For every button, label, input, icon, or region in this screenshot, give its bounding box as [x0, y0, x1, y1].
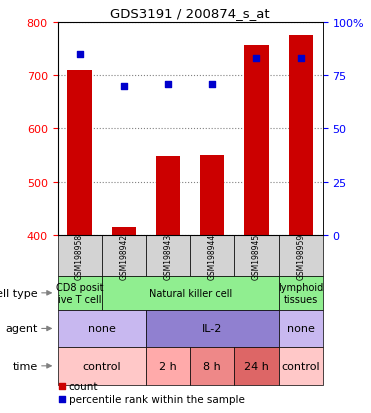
Point — [121, 83, 127, 90]
Point — [253, 56, 259, 62]
Text: Natural killer cell: Natural killer cell — [148, 288, 232, 298]
Bar — [146, 235, 190, 276]
Bar — [146, 310, 279, 347]
Text: none: none — [287, 324, 315, 334]
Text: 24 h: 24 h — [244, 361, 269, 371]
Text: CD8 posit
ive T cell: CD8 posit ive T cell — [56, 282, 104, 304]
Bar — [289, 36, 313, 235]
Text: control: control — [82, 361, 121, 371]
Bar — [58, 310, 146, 347]
Bar — [190, 235, 234, 276]
Point — [209, 81, 215, 88]
Bar — [200, 156, 224, 235]
Point — [77, 51, 83, 58]
Bar — [68, 71, 92, 235]
Point — [59, 383, 65, 390]
Bar — [112, 228, 136, 235]
Text: percentile rank within the sample: percentile rank within the sample — [69, 394, 244, 404]
Text: none: none — [88, 324, 116, 334]
Text: IL-2: IL-2 — [202, 324, 223, 334]
Bar — [244, 45, 269, 235]
Bar — [279, 276, 323, 310]
Point — [298, 56, 303, 62]
Text: GSM198945: GSM198945 — [252, 233, 261, 279]
Text: GSM198959: GSM198959 — [296, 233, 305, 279]
Text: count: count — [69, 381, 98, 392]
Bar — [234, 347, 279, 385]
Bar — [279, 310, 323, 347]
Bar — [279, 235, 323, 276]
Bar — [156, 157, 180, 235]
Bar — [58, 276, 102, 310]
Bar — [102, 276, 279, 310]
Bar — [279, 347, 323, 385]
Bar — [58, 347, 146, 385]
Text: cell type: cell type — [0, 288, 37, 298]
Title: GDS3191 / 200874_s_at: GDS3191 / 200874_s_at — [110, 7, 270, 20]
Point — [165, 81, 171, 88]
Text: lymphoid
tissues: lymphoid tissues — [278, 282, 323, 304]
Bar — [102, 235, 146, 276]
Bar — [234, 235, 279, 276]
Bar — [146, 347, 190, 385]
Text: 8 h: 8 h — [203, 361, 221, 371]
Point — [59, 396, 65, 402]
Bar — [190, 347, 234, 385]
Text: agent: agent — [5, 324, 37, 334]
Text: control: control — [281, 361, 320, 371]
Text: time: time — [12, 361, 37, 371]
Text: GSM198958: GSM198958 — [75, 233, 84, 279]
Text: GSM198944: GSM198944 — [208, 233, 217, 279]
Bar — [58, 235, 102, 276]
Text: GSM198943: GSM198943 — [164, 233, 173, 279]
Text: 2 h: 2 h — [159, 361, 177, 371]
Text: GSM198942: GSM198942 — [119, 233, 128, 279]
